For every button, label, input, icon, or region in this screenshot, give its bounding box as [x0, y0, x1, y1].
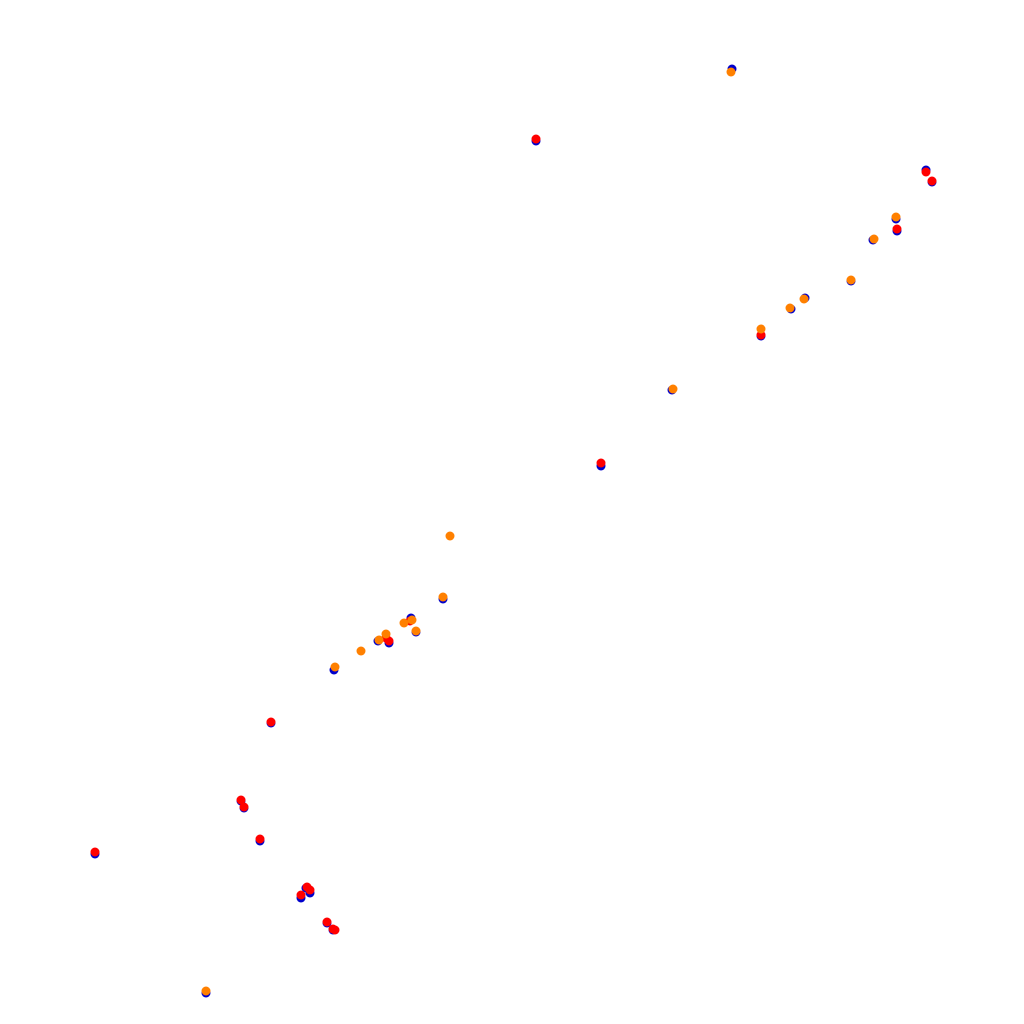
point	[255, 834, 265, 844]
point	[799, 294, 809, 304]
point	[445, 531, 455, 541]
point	[239, 802, 249, 812]
point	[531, 134, 541, 144]
point	[785, 303, 795, 313]
point	[668, 384, 678, 394]
point	[399, 618, 409, 628]
point	[374, 635, 384, 645]
point	[356, 646, 366, 656]
point	[201, 986, 211, 996]
point	[407, 615, 417, 625]
point	[305, 885, 315, 895]
point	[90, 847, 100, 857]
point	[921, 167, 931, 177]
point	[891, 212, 901, 222]
point	[756, 324, 766, 334]
point	[411, 626, 421, 636]
point	[236, 795, 246, 805]
point	[596, 458, 606, 468]
point	[330, 662, 340, 672]
point	[869, 234, 879, 244]
point	[927, 176, 937, 186]
point	[381, 629, 391, 639]
point	[726, 67, 736, 77]
point	[846, 275, 856, 285]
point	[322, 917, 332, 927]
point	[296, 890, 306, 900]
point	[266, 717, 276, 727]
point	[892, 224, 902, 234]
point	[438, 592, 448, 602]
point	[330, 925, 340, 935]
